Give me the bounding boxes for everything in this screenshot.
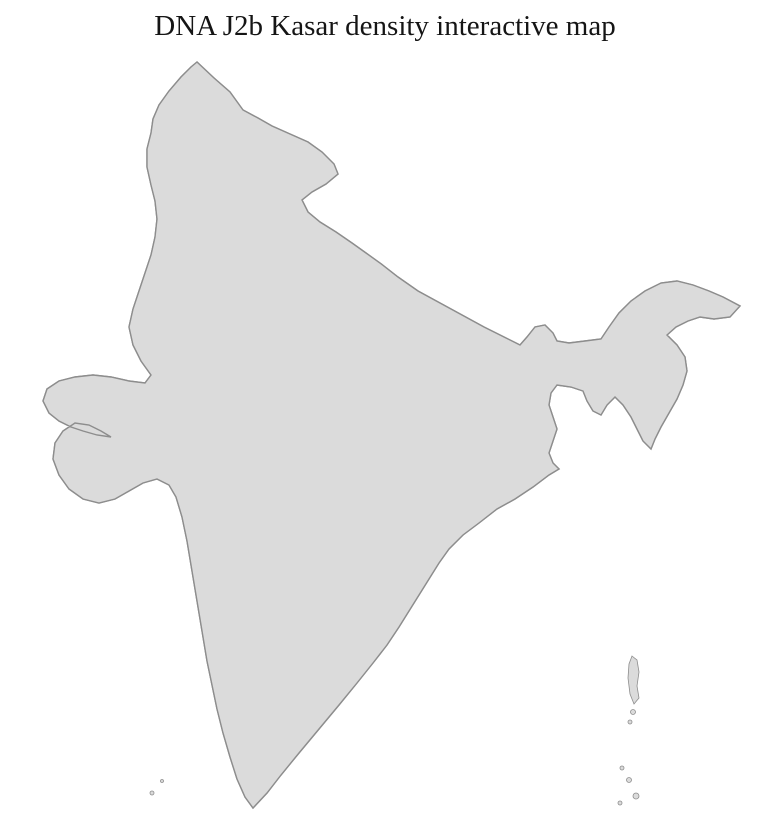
island-dot [626, 777, 632, 783]
page-title: DNA J2b Kasar density interactive map [154, 10, 616, 42]
andaman-nicobar-islands[interactable] [617, 655, 640, 806]
island-dot [160, 779, 164, 783]
island-dot [630, 709, 636, 715]
island-dot [619, 765, 625, 771]
lakshadweep-islands [149, 779, 164, 796]
island-dot [149, 790, 155, 796]
island-dot [627, 719, 633, 725]
andaman-island[interactable] [627, 655, 640, 705]
island-dot [632, 792, 640, 800]
island-dot [617, 800, 623, 806]
